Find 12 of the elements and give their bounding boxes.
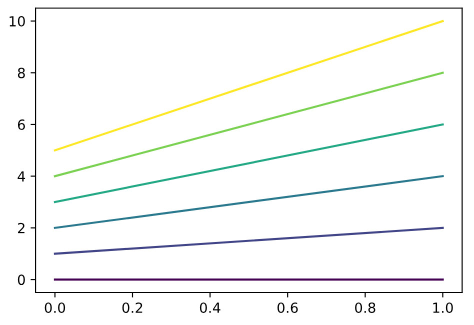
y-tick-label: 8 [18,68,25,78]
y-tick-label: 0 [18,274,25,286]
y-tick-label: 10 [10,16,25,27]
y-tick-label: 4 [18,171,26,182]
x-tick-label: 0.4 [200,302,220,313]
x-tick-label: 0.8 [355,302,376,313]
y-tick-label: 2 [18,222,24,234]
x-tick-label: 0.6 [278,302,298,313]
x-tick-label: 0.0 [44,302,66,313]
y-tick-label: 6 [18,119,25,130]
x-tick-label: 1.0 [433,302,453,313]
x-tick-label: 0.2 [122,302,142,313]
